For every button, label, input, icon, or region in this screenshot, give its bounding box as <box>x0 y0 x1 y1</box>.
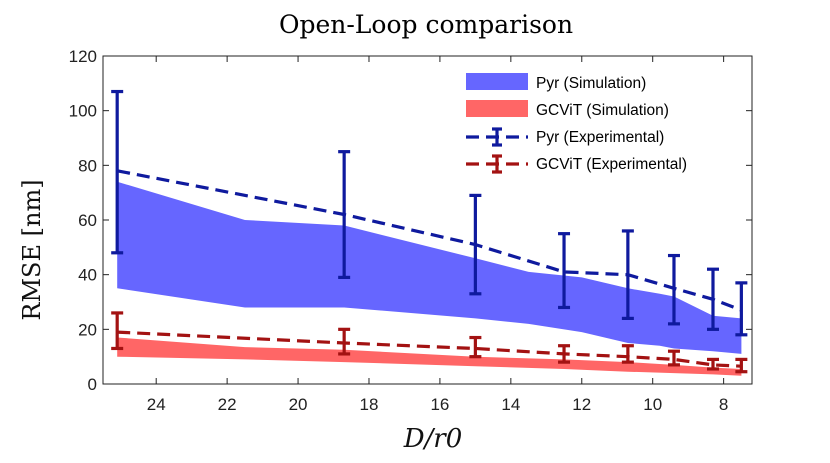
line-pyr-experimental <box>116 169 742 312</box>
x-tick-label: 18 <box>360 395 379 414</box>
x-tick-label: 20 <box>289 395 308 414</box>
legend-entry-1: GCViT (Simulation) <box>466 100 669 119</box>
line-gcvit-experimental <box>117 330 742 368</box>
y-tick-label: 80 <box>78 156 97 175</box>
y-tick-label: 40 <box>78 266 97 285</box>
legend-entry-0: Pyr (Simulation) <box>466 73 646 92</box>
legend: Pyr (Simulation) GCViT (Simulation) Pyr (E… <box>466 73 687 174</box>
x-tick-label: 12 <box>572 395 591 414</box>
x-tick-label: 10 <box>643 395 662 414</box>
errorbar-gcvit-2 <box>469 335 482 359</box>
x-tick-label: 14 <box>501 395 520 414</box>
chart-title: Open-Loop comparison <box>279 10 573 39</box>
legend-entry-2: Pyr (Experimental) <box>466 127 664 147</box>
y-tick-label: 20 <box>78 320 97 339</box>
errorbar-gcvit-4 <box>621 344 634 364</box>
y-tick-label: 0 <box>88 375 97 394</box>
x-tick-label: 24 <box>147 395 166 414</box>
errorbar-pyr-7 <box>735 281 748 337</box>
x-tick-label: 8 <box>719 395 728 414</box>
y-tick-label: 100 <box>69 102 97 121</box>
legend-swatch <box>466 100 528 117</box>
errorbar-gcvit-5 <box>667 349 680 367</box>
legend-label: GCViT (Simulation) <box>536 102 669 119</box>
y-axis-label: RMSE [nm] <box>18 179 46 320</box>
x-axis-label: D/r0 <box>403 424 463 454</box>
errorbar-gcvit-7 <box>735 357 748 374</box>
y-tick-label: 120 <box>69 47 97 66</box>
legend-label: GCViT (Experimental) <box>536 156 687 173</box>
legend-label: Pyr (Experimental) <box>536 129 664 146</box>
errorbar-gcvit-6 <box>706 357 719 371</box>
legend-swatch <box>466 73 528 90</box>
errorbar-gcvit-0 <box>111 311 124 351</box>
errorbar-pyr-4 <box>621 229 634 320</box>
errorbar-gcvit-1 <box>338 327 351 356</box>
x-tick-label: 16 <box>430 395 449 414</box>
errorbar-gcvit-3 <box>558 344 571 364</box>
legend-entry-3: GCViT (Experimental) <box>466 154 687 174</box>
errorbar-pyr-6 <box>706 267 719 331</box>
band-pyr-simulation <box>117 181 742 354</box>
y-tick-label: 60 <box>78 211 97 230</box>
errorbar-pyr-1 <box>338 150 351 279</box>
legend-label: Pyr (Simulation) <box>536 75 646 92</box>
errorbar-pyr-2 <box>469 193 482 296</box>
x-tick-label: 22 <box>218 395 237 414</box>
band-gcvit-simulation <box>117 337 742 376</box>
errorbar-pyr-5 <box>667 253 680 326</box>
errorbar-pyr-0 <box>111 89 124 255</box>
errorbar-pyr-3 <box>558 232 571 310</box>
